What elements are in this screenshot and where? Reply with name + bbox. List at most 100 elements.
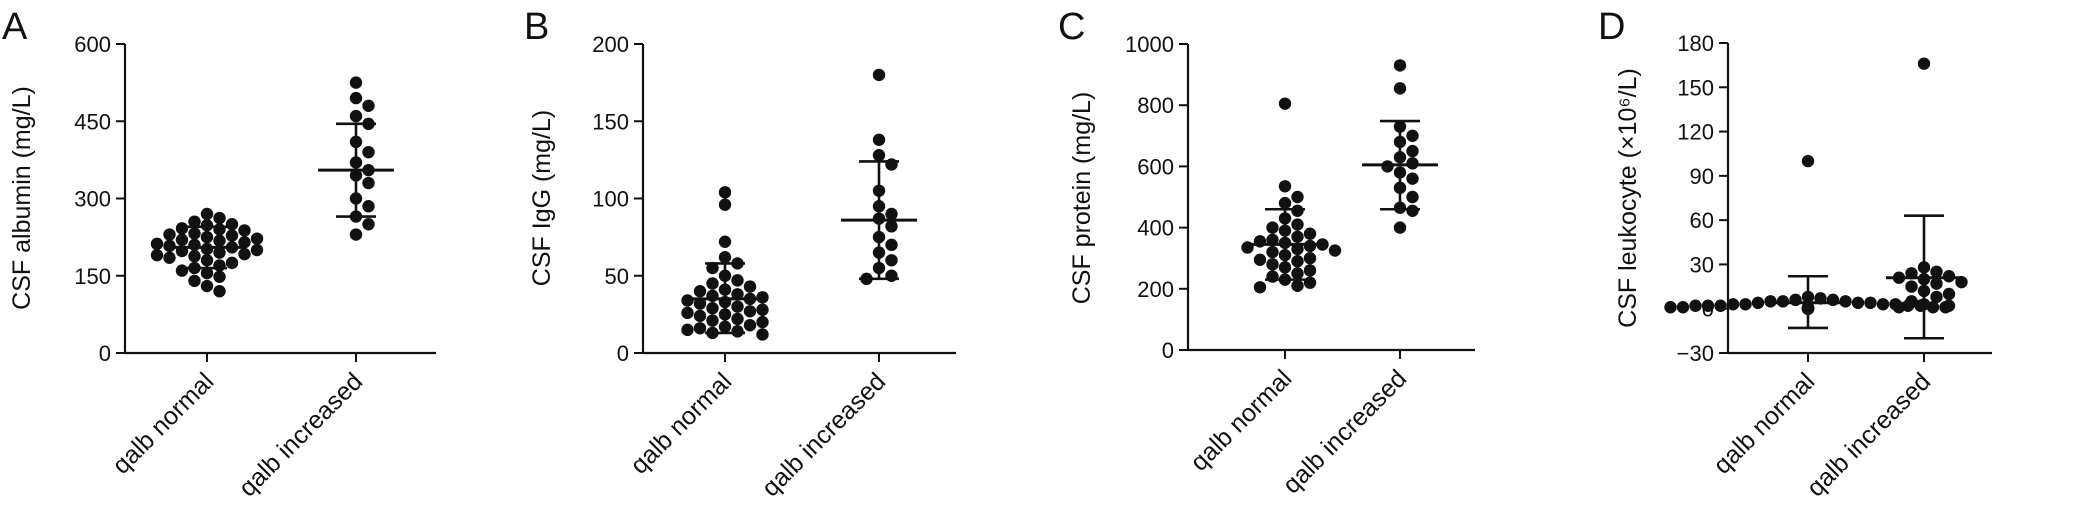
data-point xyxy=(1876,298,1890,311)
category-label: qalb increased xyxy=(756,367,891,502)
data-point xyxy=(1406,190,1419,204)
data-point xyxy=(693,285,707,298)
data-point xyxy=(731,325,744,338)
y-tick-label: 150 xyxy=(592,109,629,134)
y-tick-label: −30 xyxy=(1677,341,1714,366)
data-point xyxy=(1930,265,1943,279)
data-point xyxy=(1905,295,1918,308)
category-label: qalb increased xyxy=(233,367,368,502)
data-point xyxy=(188,227,201,240)
data-point xyxy=(718,186,732,199)
data-point xyxy=(1253,253,1267,266)
y-axis-label: CSF protein (mg/L) xyxy=(1068,92,1096,305)
data-point xyxy=(693,297,707,310)
data-point xyxy=(706,261,719,275)
y-tick-label: 50 xyxy=(605,264,629,289)
y-tick-label: 1000 xyxy=(1125,32,1174,57)
y-tick-label: 600 xyxy=(74,32,111,57)
data-point xyxy=(349,91,363,105)
panel-label: A xyxy=(2,6,28,48)
data-point xyxy=(1278,180,1292,193)
data-point xyxy=(1291,267,1304,280)
data-point xyxy=(706,277,719,290)
data-point xyxy=(349,76,363,89)
y-tick-label: 200 xyxy=(592,32,629,57)
data-point xyxy=(1291,204,1304,217)
data-point xyxy=(349,109,363,123)
data-point xyxy=(225,218,239,231)
y-tick-label: 180 xyxy=(1677,31,1714,56)
data-point xyxy=(1864,296,1877,310)
data-point xyxy=(1942,299,1956,312)
category-label: qalb normal xyxy=(625,367,737,479)
chart-a: 0 150 300 450 600 CSF albumin (mg/L) qalb norm… xyxy=(8,32,436,502)
y-tick-label: 800 xyxy=(1137,93,1174,118)
data-point xyxy=(756,315,769,329)
data-point xyxy=(1892,301,1906,314)
data-point xyxy=(1266,245,1279,259)
data-point xyxy=(1381,160,1394,173)
data-point xyxy=(175,233,189,246)
y-tick-label: 0 xyxy=(99,341,111,366)
data-point xyxy=(1406,157,1419,170)
y-tick-label: 90 xyxy=(1690,164,1714,189)
data-point xyxy=(1393,59,1407,72)
data-point xyxy=(250,232,264,245)
data-point xyxy=(1701,299,1715,312)
data-point xyxy=(1930,277,1943,290)
data-point xyxy=(872,149,886,162)
category-label: qalb normal xyxy=(1185,364,1297,476)
data-point xyxy=(718,198,732,211)
data-point xyxy=(1393,82,1407,95)
data-point xyxy=(1905,280,1918,293)
panel-c: C 0 200 400 600 800 1000 CSF protein (mg/L) qal… xyxy=(1040,0,1560,528)
data-point xyxy=(213,259,226,272)
data-point xyxy=(1303,252,1317,265)
data-point xyxy=(362,176,375,190)
data-point xyxy=(1393,221,1407,234)
data-point xyxy=(756,328,769,341)
data-point xyxy=(150,248,164,262)
data-point xyxy=(213,234,226,247)
y-axis-label: CSF leukocyte (×10⁶/L) xyxy=(1614,68,1642,328)
data-point xyxy=(213,246,226,259)
chart-d: −300306090120150180CSF leukocyte (×10⁶/L… xyxy=(1614,31,1992,502)
y-tick-label: 150 xyxy=(1677,75,1714,100)
data-point xyxy=(200,207,214,221)
data-point xyxy=(872,68,886,82)
data-point xyxy=(718,235,732,248)
category-label: qalb increased xyxy=(1801,367,1936,502)
data-point xyxy=(1751,296,1765,310)
panel-label: C xyxy=(1058,6,1086,48)
data-point xyxy=(1303,276,1317,289)
y-axis-label: CSF albumin (mg/L) xyxy=(8,86,36,310)
data-point xyxy=(872,133,886,146)
y-tick-label: 200 xyxy=(1137,277,1174,302)
data-point xyxy=(1714,299,1727,312)
y-tick-label: 30 xyxy=(1690,252,1714,277)
data-point xyxy=(1739,298,1752,311)
data-point xyxy=(163,228,176,241)
data-point xyxy=(693,309,707,323)
data-point xyxy=(885,220,898,233)
data-point xyxy=(731,288,744,301)
data-point xyxy=(1664,301,1677,314)
data-point xyxy=(718,251,732,264)
data-point xyxy=(213,270,226,283)
y-tick-label: 60 xyxy=(1690,208,1714,233)
data-point xyxy=(681,306,694,320)
data-point xyxy=(188,274,201,288)
y-tick-label: 100 xyxy=(592,187,629,212)
y-tick-label: 150 xyxy=(74,264,111,289)
category-label: qalb normal xyxy=(1708,367,1820,479)
data-point xyxy=(200,266,214,280)
data-point xyxy=(163,239,176,253)
panel-d: D −300306090120150180CSF leukocyte (×10⁶… xyxy=(1560,0,2096,528)
data-point xyxy=(238,236,251,249)
panel-b: B 0 50 100 150 200 CSF IgG (mg/L) qalb normal q… xyxy=(520,0,1040,528)
data-point xyxy=(1406,129,1419,142)
category-label: qalb increased xyxy=(1277,364,1412,499)
data-point xyxy=(681,323,694,337)
y-tick-label: 400 xyxy=(1137,216,1174,241)
